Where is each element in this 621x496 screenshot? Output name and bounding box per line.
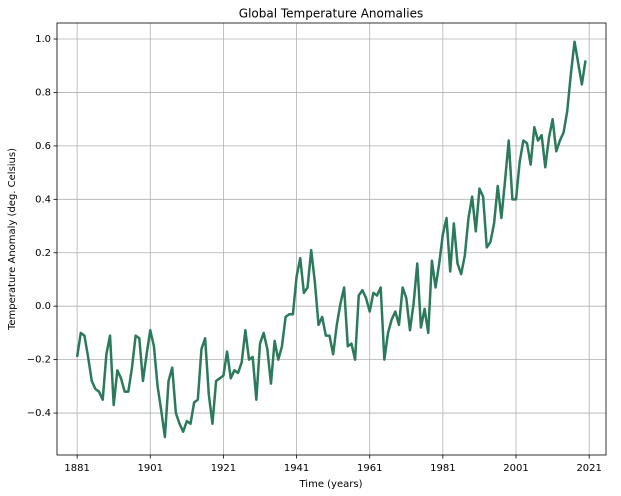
y-tick-label: 0.8 (35, 87, 51, 98)
chart-title: Global Temperature Anomalies (239, 7, 423, 21)
y-tick-label: 1.0 (35, 34, 51, 45)
y-tick-label: 0.0 (35, 301, 51, 312)
x-tick-label: 1921 (211, 463, 236, 474)
x-axis-label: Time (years) (299, 479, 363, 490)
x-tick-label: 1961 (357, 463, 382, 474)
plot-frame (56, 22, 607, 456)
y-tick-label: −0.2 (27, 355, 51, 366)
x-tick-label: 1881 (64, 463, 89, 474)
y-axis-label: Temperature Anomaly (deg. Celsius) (7, 148, 18, 331)
y-tick-label: 0.6 (35, 141, 51, 152)
x-tick-label: 1901 (138, 463, 163, 474)
y-tick-label: 0.2 (35, 248, 51, 259)
y-tick-label: −0.4 (27, 408, 51, 419)
x-tick-label: 1981 (430, 463, 455, 474)
x-tick-label: 2001 (503, 463, 528, 474)
data-line (75, 40, 587, 439)
x-tick-label: 1941 (284, 463, 309, 474)
x-tick-label: 2021 (576, 463, 601, 474)
y-tick-label: 0.4 (35, 194, 51, 205)
